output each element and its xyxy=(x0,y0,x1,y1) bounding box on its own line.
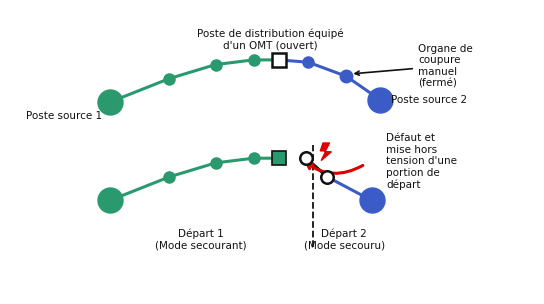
Text: Défaut et
mise hors
tension d'une
portion de
départ: Défaut et mise hors tension d'une portio… xyxy=(386,133,458,190)
Text: Organe de
coupure
manuel
(fermé): Organe de coupure manuel (fermé) xyxy=(355,43,473,88)
Text: Poste de distribution équipé
d'un OMT (ouvert): Poste de distribution équipé d'un OMT (o… xyxy=(197,29,344,50)
Text: Poste source 1: Poste source 1 xyxy=(26,111,102,121)
Text: Départ 1
(Mode secourant): Départ 1 (Mode secourant) xyxy=(155,229,246,251)
Text: Départ 2
(Mode secouru): Départ 2 (Mode secouru) xyxy=(304,229,385,251)
Polygon shape xyxy=(320,143,331,161)
Text: Poste source 2: Poste source 2 xyxy=(391,95,467,105)
